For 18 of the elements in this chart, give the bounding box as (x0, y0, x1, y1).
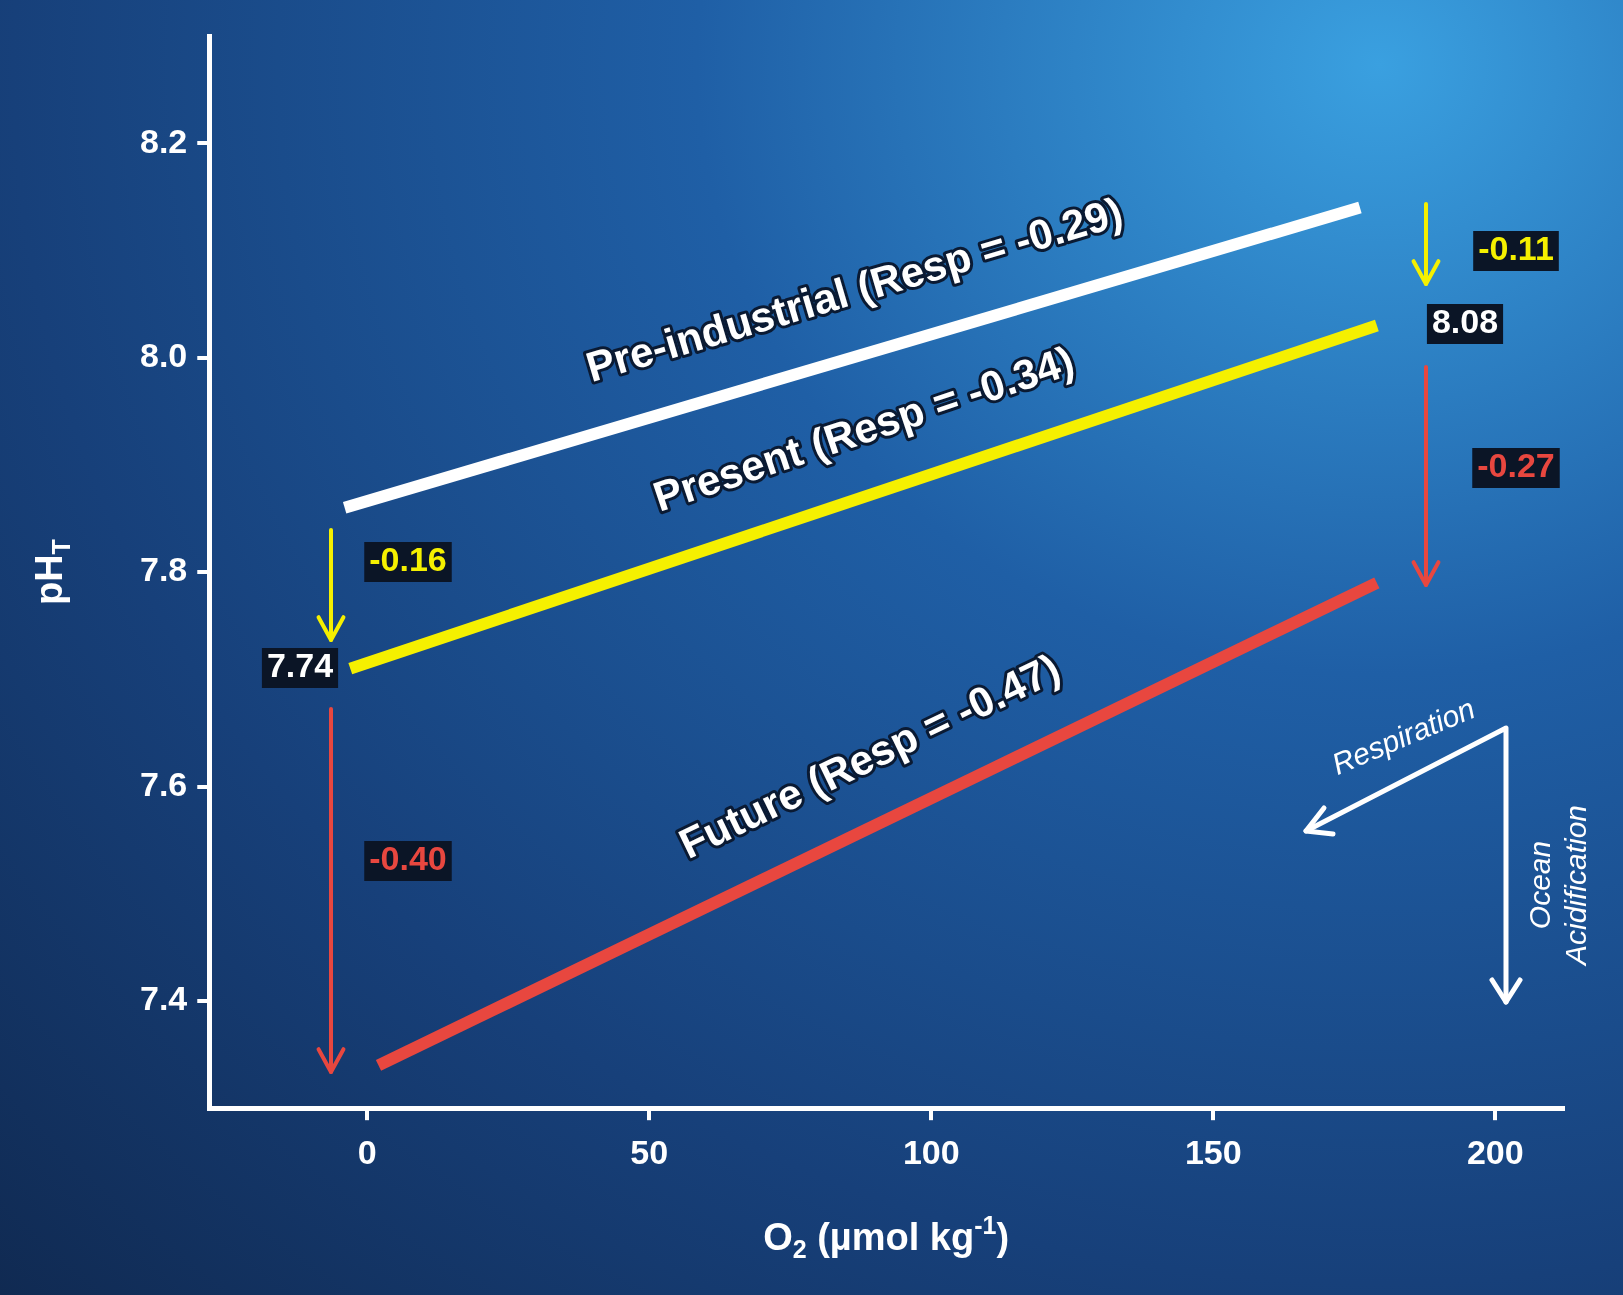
y-tick-label: 7.8 (140, 550, 188, 589)
annotation: 7.74 (266, 646, 334, 685)
annotation: -0.11 (1478, 229, 1554, 268)
y-axis-title: pHT (28, 539, 76, 606)
annotation: -0.16 (369, 540, 447, 579)
x-tick-label: 0 (357, 1132, 377, 1171)
y-tick-label: 8.0 (140, 336, 188, 375)
annotation: -0.40 (369, 839, 447, 878)
x-tick-label: 100 (902, 1132, 960, 1171)
annotation: -0.27 (1477, 446, 1555, 485)
annotation: Ocean Acidification (1523, 804, 1593, 968)
x-tick-label: 150 (1184, 1132, 1242, 1171)
annotation: 8.08 (1431, 302, 1499, 341)
y-tick-label: 7.6 (140, 764, 188, 803)
y-tick-label: 7.4 (140, 979, 188, 1018)
x-tick-label: 50 (630, 1132, 669, 1171)
y-tick-label: 8.2 (140, 121, 188, 160)
x-tick-label: 200 (1466, 1132, 1524, 1171)
